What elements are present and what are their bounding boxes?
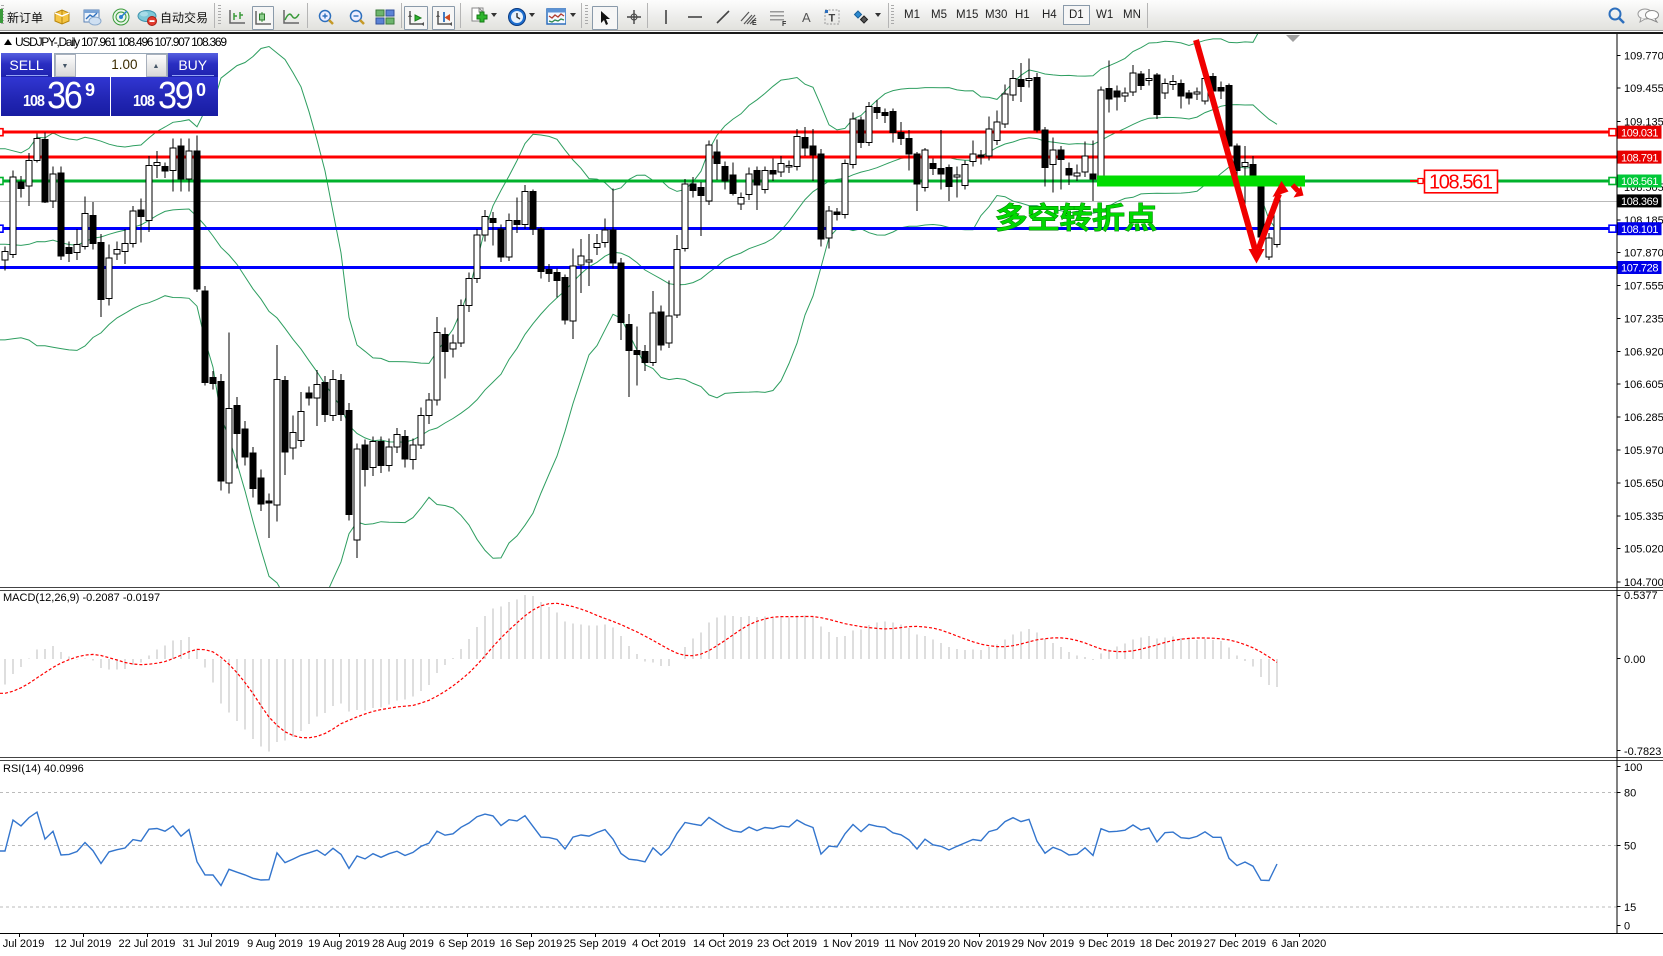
svg-text:4 Oct 2019: 4 Oct 2019: [632, 938, 686, 950]
svg-text:3 Jul 2019: 3 Jul 2019: [0, 938, 44, 950]
svg-text:20 Nov 2019: 20 Nov 2019: [948, 938, 1010, 950]
svg-text:14 Oct 2019: 14 Oct 2019: [693, 938, 753, 950]
svg-text:0.00: 0.00: [1624, 654, 1645, 666]
svg-text:6 Sep 2019: 6 Sep 2019: [439, 938, 495, 950]
svg-text:109.455: 109.455: [1624, 83, 1663, 95]
svg-text:108.791: 108.791: [1621, 152, 1659, 164]
svg-text:USDJPY-,Daily 107.961 108.496: USDJPY-,Daily 107.961 108.496 107.907 10…: [15, 35, 227, 49]
svg-text:106.285: 106.285: [1624, 412, 1663, 424]
svg-text:80: 80: [1624, 788, 1636, 800]
svg-text:MACD(12,26,9) -0.2087 -0.0197: MACD(12,26,9) -0.2087 -0.0197: [3, 592, 160, 604]
svg-text:12 Jul 2019: 12 Jul 2019: [55, 938, 112, 950]
svg-text:105.970: 105.970: [1624, 445, 1663, 457]
svg-text:109.031: 109.031: [1621, 127, 1659, 139]
svg-text:9 Dec 2019: 9 Dec 2019: [1079, 938, 1135, 950]
svg-text:108.561: 108.561: [1429, 172, 1493, 194]
svg-text:100: 100: [1624, 762, 1642, 774]
svg-text:107.235: 107.235: [1624, 314, 1663, 326]
svg-text:104.700: 104.700: [1624, 577, 1663, 589]
svg-text:RSI(14) 40.0996: RSI(14) 40.0996: [3, 763, 84, 775]
svg-text:0.5377: 0.5377: [1624, 590, 1658, 602]
svg-text:25 Sep 2019: 25 Sep 2019: [564, 938, 626, 950]
svg-text:105.335: 105.335: [1624, 511, 1663, 523]
svg-text:F: F: [782, 21, 787, 27]
svg-text:107.870: 107.870: [1624, 248, 1663, 260]
svg-text:105.650: 105.650: [1624, 478, 1663, 490]
svg-text:1 Nov 2019: 1 Nov 2019: [823, 938, 879, 950]
svg-text:107.555: 107.555: [1624, 280, 1663, 292]
svg-text:29 Nov 2019: 29 Nov 2019: [1012, 938, 1074, 950]
svg-text:31 Jul 2019: 31 Jul 2019: [183, 938, 240, 950]
svg-text:108.369: 108.369: [1621, 196, 1659, 208]
svg-text:6 Jan 2020: 6 Jan 2020: [1272, 938, 1326, 950]
svg-text:9 Aug 2019: 9 Aug 2019: [247, 938, 303, 950]
svg-text:19 Aug 2019: 19 Aug 2019: [308, 938, 370, 950]
svg-text:22 Jul 2019: 22 Jul 2019: [119, 938, 176, 950]
svg-text:108.561: 108.561: [1621, 176, 1659, 188]
svg-text:T: T: [829, 12, 836, 24]
svg-text:109.135: 109.135: [1624, 116, 1663, 128]
svg-text:27 Dec 2019: 27 Dec 2019: [1204, 938, 1266, 950]
svg-text:107.728: 107.728: [1621, 263, 1659, 275]
svg-text:108.101: 108.101: [1621, 224, 1659, 236]
svg-text:18 Dec 2019: 18 Dec 2019: [1140, 938, 1202, 950]
svg-text:23 Oct 2019: 23 Oct 2019: [757, 938, 817, 950]
svg-text:0: 0: [1624, 921, 1630, 933]
svg-text:16 Sep 2019: 16 Sep 2019: [500, 938, 562, 950]
svg-text:109.770: 109.770: [1624, 51, 1663, 63]
svg-text:11 Nov 2019: 11 Nov 2019: [884, 938, 946, 950]
svg-text:多空转折点: 多空转折点: [995, 201, 1157, 235]
svg-text:106.605: 106.605: [1624, 379, 1663, 391]
svg-text:A: A: [802, 10, 811, 25]
svg-text:105.020: 105.020: [1624, 544, 1663, 556]
svg-text:15: 15: [1624, 902, 1636, 914]
svg-text:-0.7823: -0.7823: [1624, 746, 1661, 758]
svg-text:50: 50: [1624, 840, 1636, 852]
svg-text:28 Aug 2019: 28 Aug 2019: [372, 938, 434, 950]
svg-text:106.920: 106.920: [1624, 346, 1663, 358]
svg-text:E: E: [752, 20, 757, 27]
